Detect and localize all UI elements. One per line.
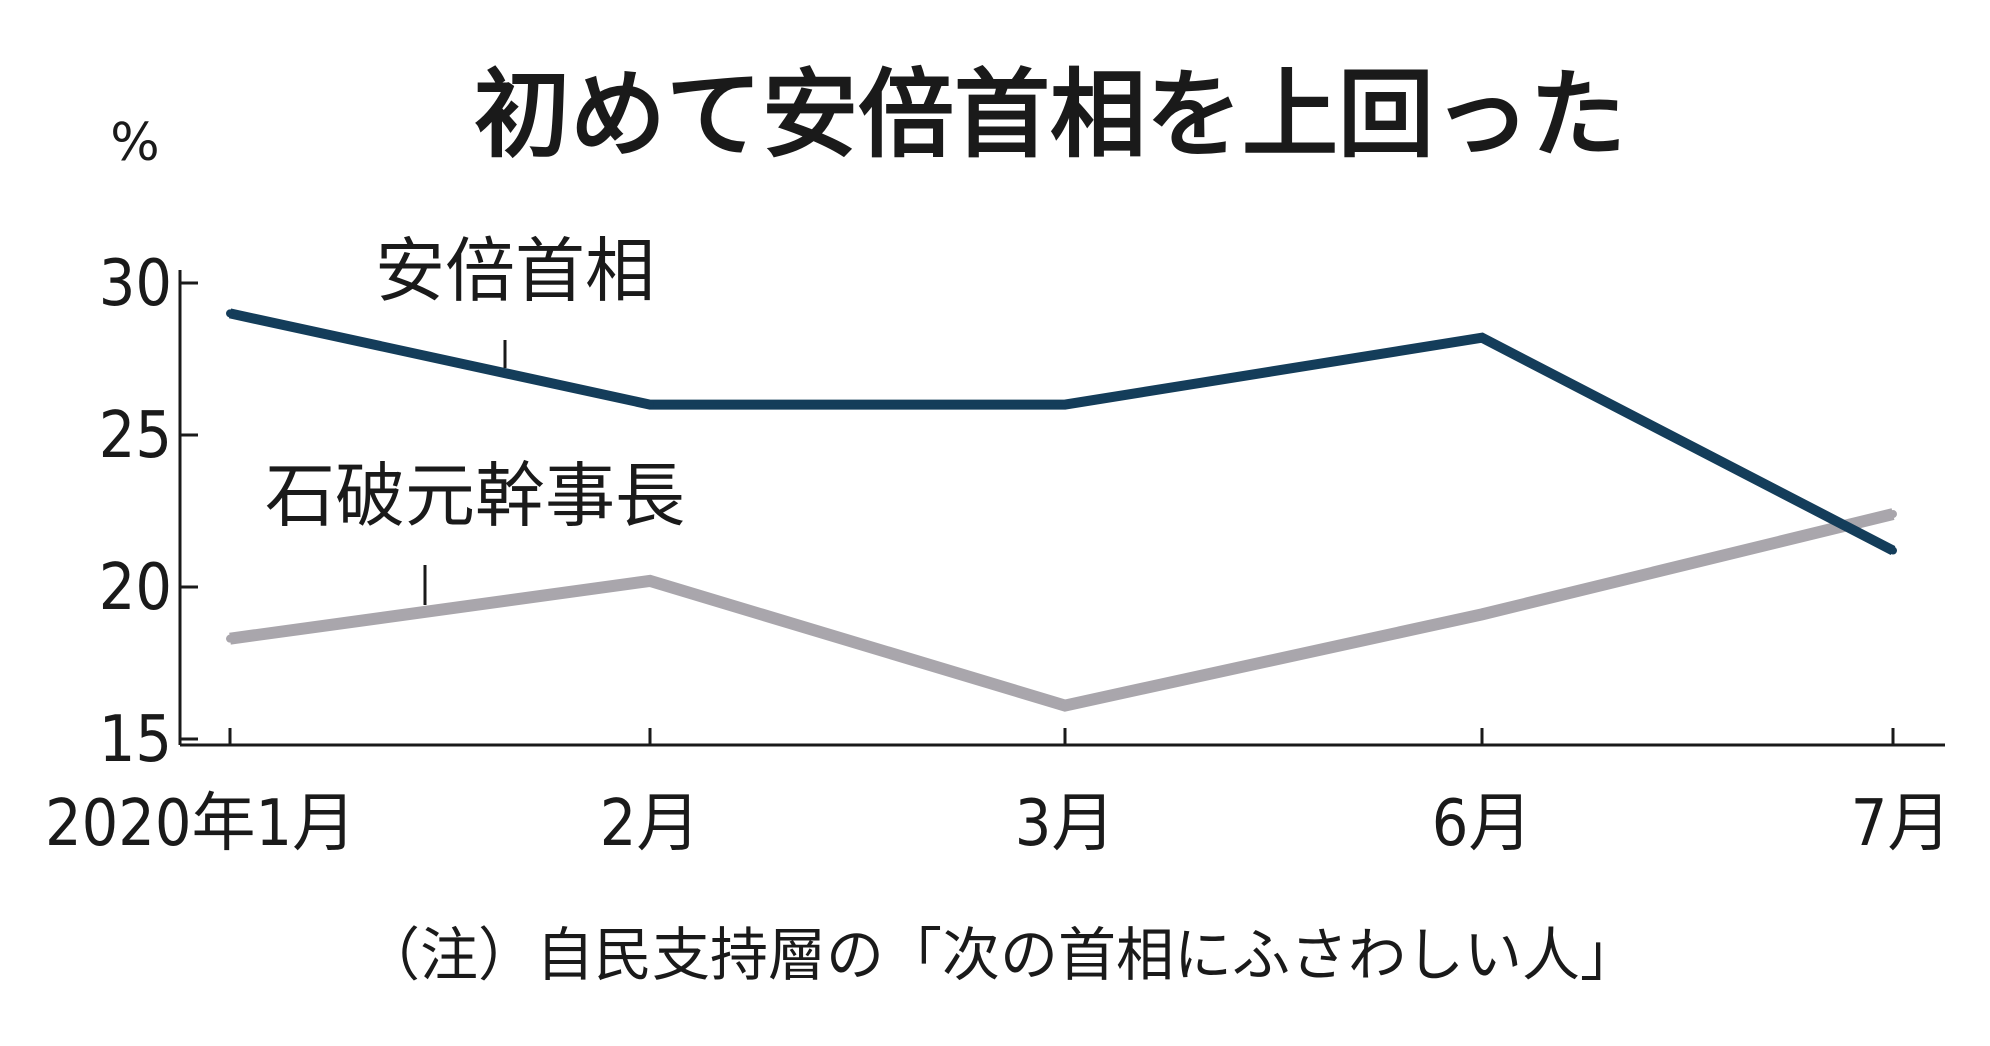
chart-note: （注）自民支持層の「次の首相にふさわしい人」 bbox=[362, 921, 1638, 989]
series-lines bbox=[226, 308, 1897, 712]
data-point-ishiba bbox=[1478, 610, 1486, 619]
y-tick-label: 30 bbox=[99, 247, 172, 321]
series-label-abe: 安倍首相 bbox=[375, 230, 655, 312]
data-point-abe bbox=[1061, 400, 1069, 409]
y-axis-ticks: 15 20 25 30 bbox=[99, 247, 198, 777]
series-label-ishiba: 石破元幹事長 bbox=[265, 455, 685, 537]
data-point-abe bbox=[1478, 333, 1486, 342]
x-tick-label: 7月 bbox=[1851, 787, 1952, 861]
series-line-ishiba bbox=[229, 508, 1895, 712]
data-point-ishiba bbox=[226, 634, 234, 643]
data-point-abe bbox=[226, 309, 234, 318]
y-axis-unit-label: % bbox=[110, 113, 159, 173]
y-tick-label: 20 bbox=[99, 551, 172, 625]
data-point-abe bbox=[1889, 546, 1897, 555]
x-axis-ticks: 2020年1月 2月 3月 6月 7月 bbox=[45, 728, 1951, 861]
y-tick-label: 25 bbox=[99, 399, 172, 473]
data-point-ishiba bbox=[1889, 510, 1897, 519]
data-point-ishiba bbox=[1061, 701, 1069, 710]
y-tick-label: 15 bbox=[99, 703, 172, 777]
x-tick-label: 2月 bbox=[600, 787, 701, 861]
x-tick-label: 2020年1月 bbox=[45, 787, 356, 861]
data-point-ishiba bbox=[646, 576, 654, 585]
x-tick-label: 6月 bbox=[1432, 787, 1533, 861]
x-tick-label: 3月 bbox=[1015, 787, 1116, 861]
data-point-abe bbox=[646, 400, 654, 409]
chart-title: 初めて安倍首相を上回った bbox=[474, 59, 1626, 171]
